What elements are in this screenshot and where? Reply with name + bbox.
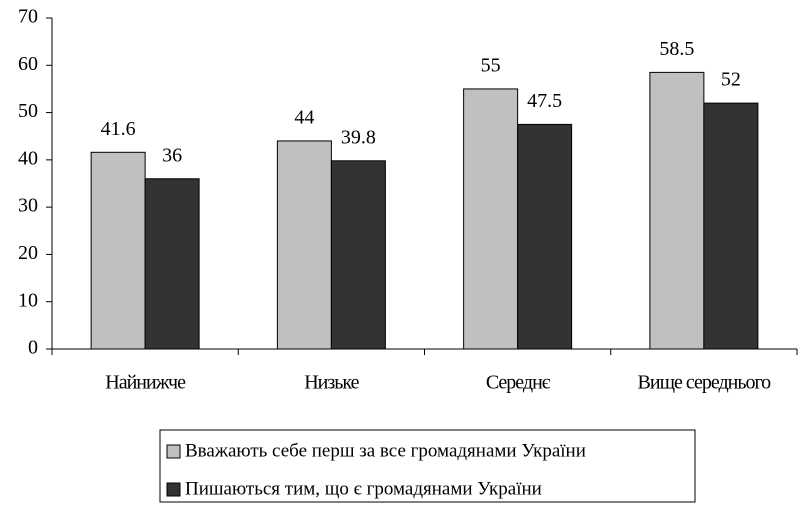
bar (517, 123, 573, 350)
value-label: 52 (721, 69, 741, 91)
value-label: 39.8 (341, 126, 376, 148)
x-tick-label: Найнижче (105, 372, 186, 394)
y-tick-label: 10 (18, 289, 38, 311)
bar (276, 140, 332, 350)
legend: Вважають себе перш за все громадянами Ук… (166, 440, 586, 499)
legend-box (159, 429, 696, 503)
value-label: 41.6 (101, 118, 136, 140)
value-label: 58.5 (659, 38, 694, 60)
legend-swatch (166, 482, 181, 497)
value-label: 36 (162, 144, 182, 166)
bar (703, 102, 759, 350)
y-tick-label: 0 (28, 337, 38, 359)
legend-label: Вважають себе перш за все громадянами Ук… (185, 440, 586, 461)
y-tick-label: 70 (18, 6, 38, 28)
x-tick-label: Низьке (304, 372, 359, 394)
value-label: 47.5 (527, 90, 562, 112)
bar (463, 88, 519, 350)
y-tick-label: 40 (18, 147, 38, 169)
bar (649, 71, 705, 350)
x-tick-label: Середнє (486, 372, 551, 394)
legend-swatch (166, 444, 181, 459)
value-label: 44 (294, 107, 314, 129)
bar (90, 151, 146, 350)
x-tick-label: Вище середнього (638, 372, 772, 394)
y-tick-label: 30 (18, 195, 38, 217)
bar (144, 178, 200, 350)
y-tick-label: 60 (18, 53, 38, 75)
value-label: 55 (481, 55, 501, 77)
legend-label: Пишаються тим, що є громадянами України (185, 478, 542, 499)
y-tick-label: 50 (18, 100, 38, 122)
bar (330, 160, 386, 350)
y-tick-label: 20 (18, 242, 38, 264)
